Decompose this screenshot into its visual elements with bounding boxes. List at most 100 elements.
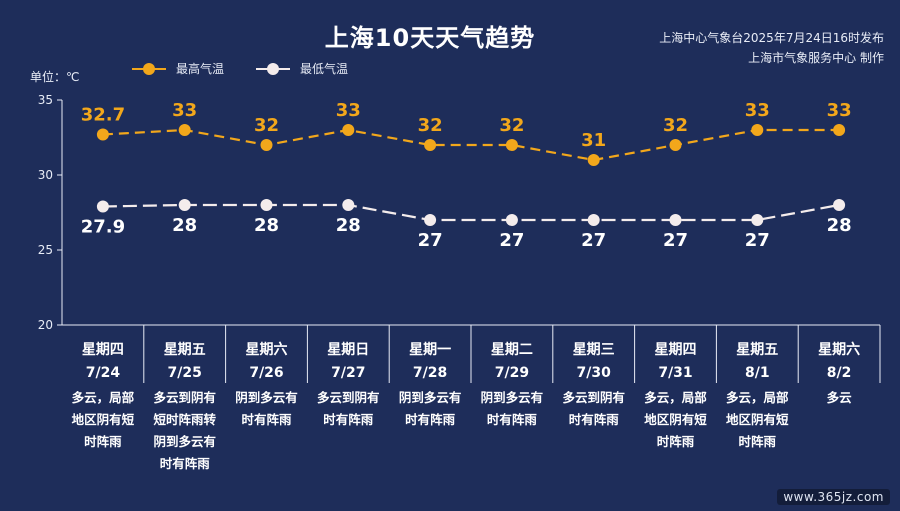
data-label-high: 32 (254, 115, 279, 136)
legend-swatch-low (256, 62, 291, 76)
data-point-low (833, 199, 846, 211)
legend-item-high[interactable]: 最高气温 (132, 60, 224, 77)
legend-label-high: 最高气温 (176, 62, 225, 76)
series-line-low (102, 203, 840, 222)
series-line-high (102, 128, 840, 162)
data-label-high: 33 (745, 100, 770, 121)
data-label-low: 27 (663, 230, 688, 251)
data-label-high: 32 (418, 115, 443, 136)
data-label-low: 28 (254, 215, 279, 236)
weather-description: 阴到多云有 (399, 390, 462, 405)
data-point-high (505, 139, 518, 151)
weather-description: 时有阵雨 (241, 412, 292, 427)
data-label-low: 27 (499, 230, 524, 251)
source-line-2: 上海市气象服务中心 制作 (748, 51, 884, 65)
weather-description: 地区阴有短 (726, 412, 789, 427)
weather-description: 阴到多云有 (153, 434, 216, 449)
x-weekday-label: 星期一 (409, 342, 451, 358)
weather-description: 时有阵雨 (405, 412, 456, 427)
weather-description: 短时阵雨转 (153, 412, 216, 427)
data-point-high (96, 128, 109, 141)
data-label-low: 28 (336, 215, 361, 236)
y-tick-label: 35 (38, 93, 53, 107)
data-label-low: 27.9 (81, 217, 125, 238)
weather-description: 时有阵雨 (487, 412, 538, 427)
y-tick-label: 30 (38, 168, 53, 182)
weather-description: 时阵雨 (84, 434, 122, 449)
legend-label-low: 最低气温 (300, 62, 349, 76)
weather-description: 多云，局部 (72, 390, 135, 405)
chart-title: 上海10天天气趋势 (324, 24, 536, 52)
weather-description: 多云到阴有 (153, 390, 216, 405)
source-info: 上海中心气象台2025年7月24日16时发布 上海市气象服务中心 制作 (659, 28, 884, 68)
data-point-low (424, 214, 437, 226)
x-weekday-label: 星期日 (327, 342, 369, 358)
weather-description: 多云，局部 (644, 390, 707, 405)
weather-description: 时阵雨 (657, 434, 695, 449)
data-label-high: 33 (827, 100, 852, 121)
x-weekday-label: 星期二 (491, 342, 533, 358)
weather-description: 多云 (827, 390, 853, 405)
data-point-high (669, 139, 682, 151)
data-label-low: 27 (745, 230, 770, 251)
data-point-high (260, 139, 273, 151)
data-point-low (669, 214, 682, 226)
weather-description: 多云到阴有 (562, 390, 625, 405)
legend: 最高气温 最低气温 (132, 60, 380, 77)
data-point-low (96, 200, 109, 213)
y-tick-label: 25 (38, 243, 53, 257)
weather-description: 时有阵雨 (569, 412, 620, 427)
data-label-low: 27 (418, 230, 443, 251)
data-point-low (342, 199, 355, 211)
weather-description: 时有阵雨 (323, 412, 374, 427)
data-label-low: 28 (172, 215, 197, 236)
data-point-low (587, 214, 600, 226)
x-date-label: 8/2 (827, 365, 852, 381)
weather-description: 多云到阴有 (317, 390, 380, 405)
x-date-label: 7/31 (658, 365, 692, 381)
data-label-high: 32 (499, 115, 524, 136)
legend-swatch-high (132, 62, 166, 76)
data-point-high (751, 124, 764, 136)
y-tick-label: 20 (38, 318, 53, 332)
data-point-high (424, 139, 437, 151)
data-label-high: 33 (336, 100, 361, 121)
source-line-1: 上海中心气象台2025年7月24日16时发布 (659, 31, 884, 45)
data-point-low (178, 199, 191, 211)
x-weekday-label: 星期五 (736, 342, 778, 358)
data-point-high (587, 154, 600, 166)
x-weekday-label: 星期四 (82, 342, 124, 358)
data-label-low: 27 (581, 230, 606, 251)
x-date-label: 7/30 (577, 365, 612, 381)
legend-item-low[interactable]: 最低气温 (256, 60, 348, 77)
weather-description: 阴到多云有 (481, 390, 544, 405)
x-date-label: 7/29 (495, 365, 529, 381)
data-label-high: 33 (172, 100, 197, 121)
data-point-low (260, 199, 273, 211)
x-weekday-label: 星期三 (573, 342, 615, 358)
weather-description: 阴到多云有 (235, 390, 298, 405)
weather-description: 时阵雨 (739, 434, 777, 449)
watermark: www.365jz.com (777, 489, 890, 505)
data-label-high: 32 (663, 115, 688, 136)
data-point-low (751, 214, 764, 226)
unit-label: 单位：℃ (30, 70, 80, 84)
x-date-label: 7/27 (331, 365, 365, 381)
data-label-high: 31 (581, 130, 606, 151)
data-point-high (178, 124, 191, 136)
weather-description: 地区阴有短 (72, 412, 135, 427)
x-weekday-label: 星期五 (164, 342, 206, 358)
x-date-label: 7/25 (168, 365, 202, 381)
x-date-label: 8/1 (745, 365, 770, 381)
x-weekday-label: 星期四 (655, 342, 697, 358)
data-point-low (505, 214, 518, 226)
data-label-high: 32.7 (81, 105, 125, 126)
x-weekday-label: 星期六 (818, 341, 860, 358)
data-label-low: 28 (827, 215, 852, 236)
x-date-label: 7/28 (413, 365, 447, 381)
weather-description: 时有阵雨 (160, 456, 211, 471)
data-point-high (342, 124, 355, 136)
x-date-label: 7/24 (86, 365, 121, 381)
data-point-high (833, 124, 846, 136)
